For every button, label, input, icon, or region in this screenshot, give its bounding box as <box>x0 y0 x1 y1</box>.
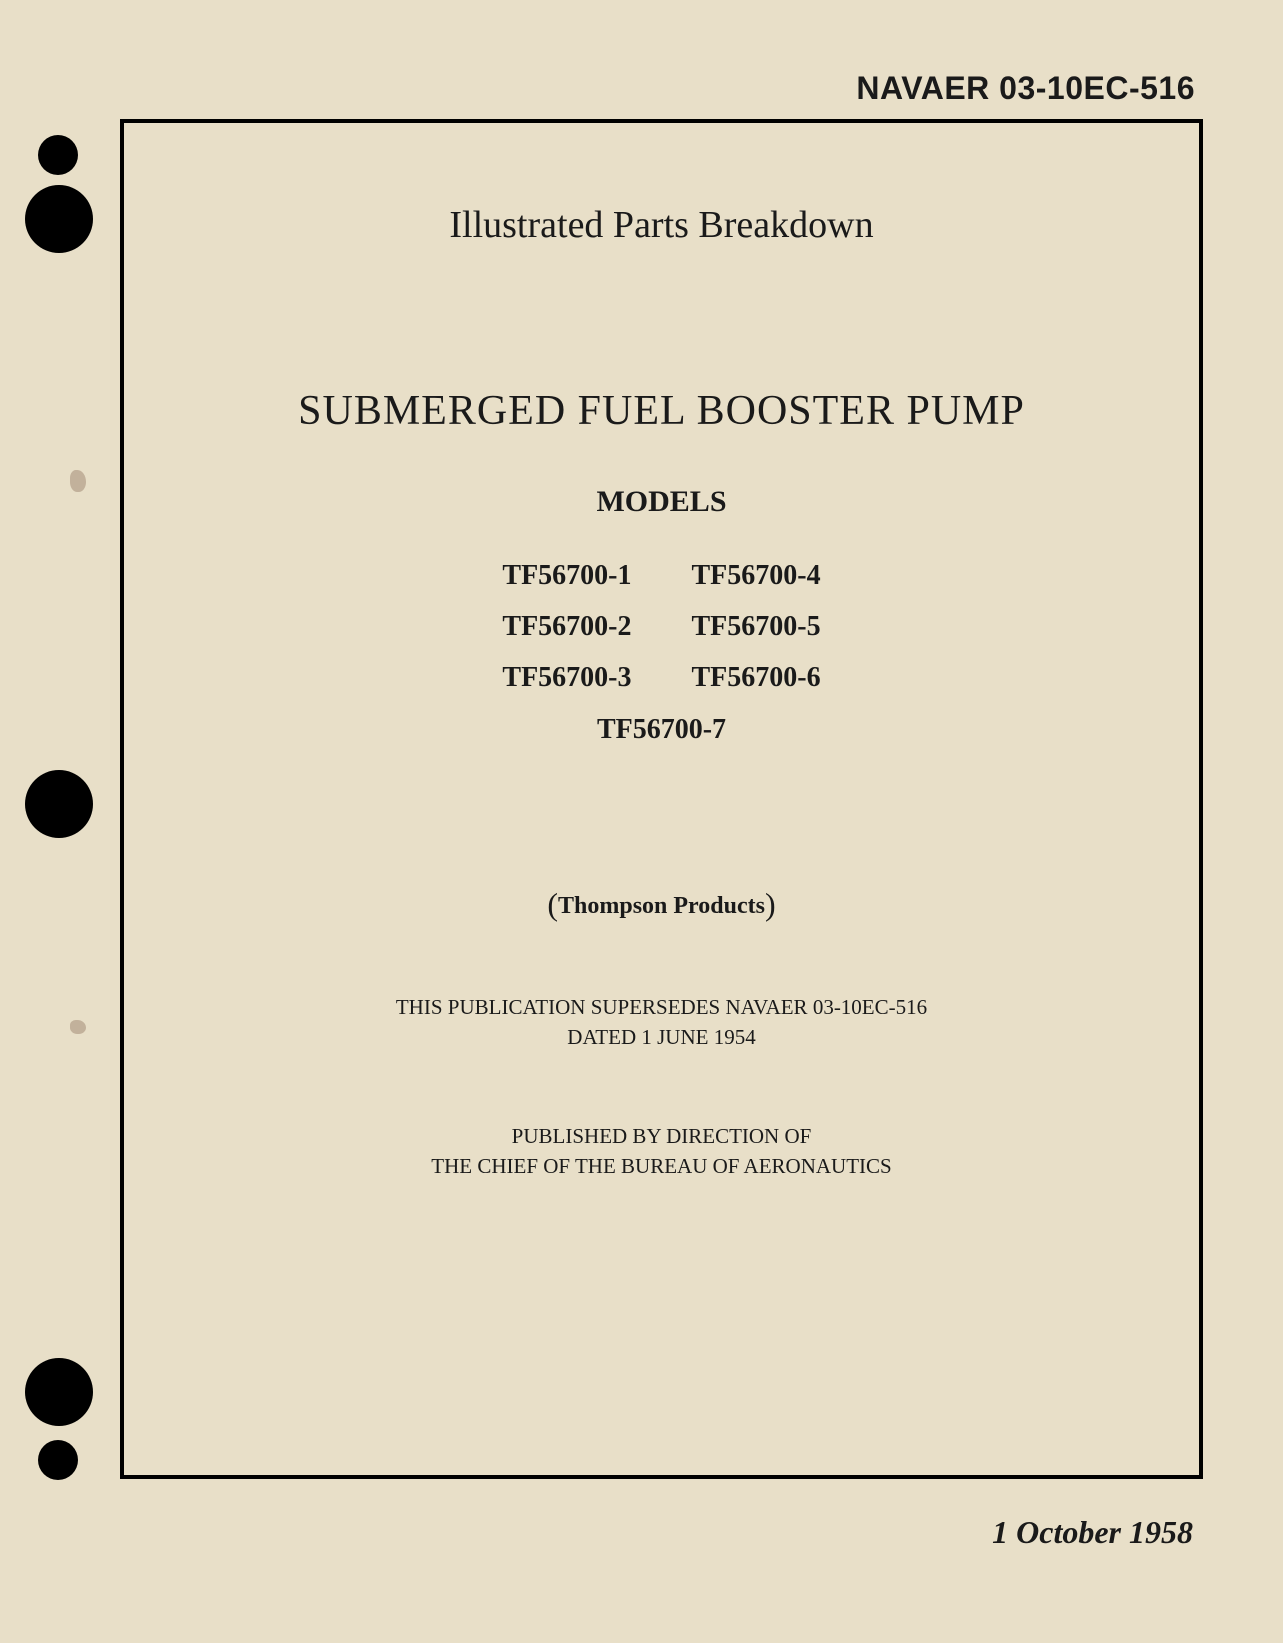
publication-date: 1 October 1958 <box>120 1514 1203 1551</box>
supersedes-notice: THIS PUBLICATION SUPERSEDES NAVAER 03-10… <box>164 993 1159 1052</box>
punch-hole <box>38 1440 78 1480</box>
open-paren: ( <box>547 886 558 922</box>
models-column-left: TF56700-1 TF56700-2 TF56700-3 <box>502 554 631 706</box>
document-title: SUBMERGED FUEL BOOSTER PUMP <box>164 387 1159 435</box>
punch-hole <box>38 135 78 175</box>
model-number: TF56700-1 <box>502 554 631 599</box>
models-column-right: TF56700-4 TF56700-5 TF56700-6 <box>692 554 821 706</box>
models-heading: MODELS <box>164 485 1159 519</box>
model-number: TF56700-6 <box>692 656 821 701</box>
punch-hole <box>25 185 93 253</box>
model-number: TF56700-4 <box>692 554 821 599</box>
document-page: NAVAER 03-10EC-516 Illustrated Parts Bre… <box>120 70 1203 1583</box>
paper-smudge <box>70 1020 86 1034</box>
punch-hole <box>25 1358 93 1426</box>
paper-smudge <box>70 470 86 492</box>
punch-hole <box>25 770 93 838</box>
model-number: TF56700-5 <box>692 605 821 650</box>
supersedes-line: THIS PUBLICATION SUPERSEDES NAVAER 03-10… <box>164 993 1159 1022</box>
model-number: TF56700-7 <box>164 714 1159 746</box>
supersedes-line: DATED 1 JUNE 1954 <box>164 1023 1159 1052</box>
published-by: PUBLISHED BY DIRECTION OF THE CHIEF OF T… <box>164 1122 1159 1181</box>
manufacturer-name: Thompson Products <box>558 893 765 919</box>
close-paren: ) <box>765 886 776 922</box>
model-number: TF56700-2 <box>502 605 631 650</box>
published-line: THE CHIEF OF THE BUREAU OF AERONAUTICS <box>164 1152 1159 1181</box>
model-number: TF56700-3 <box>502 656 631 701</box>
published-line: PUBLISHED BY DIRECTION OF <box>164 1122 1159 1151</box>
content-border: Illustrated Parts Breakdown SUBMERGED FU… <box>120 119 1203 1479</box>
models-grid: TF56700-1 TF56700-2 TF56700-3 TF56700-4 … <box>164 554 1159 706</box>
manufacturer: (Thompson Products) <box>164 886 1159 923</box>
document-number: NAVAER 03-10EC-516 <box>120 70 1203 107</box>
document-subtitle: Illustrated Parts Breakdown <box>164 203 1159 247</box>
